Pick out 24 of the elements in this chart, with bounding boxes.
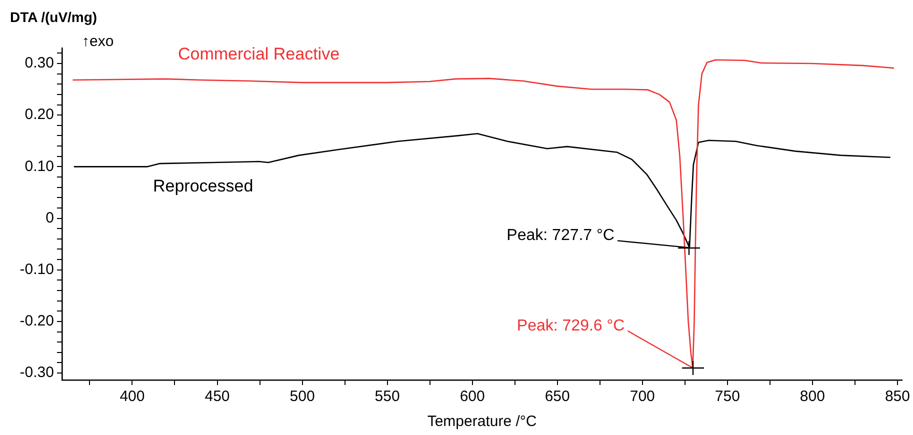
y-tick-label: -0.10 [20, 260, 54, 278]
x-tick-label: 800 [800, 388, 825, 406]
series-label: Reprocessed [153, 176, 254, 196]
x-tick-label: 700 [630, 388, 655, 406]
y-axis-title: DTA /(uV/mg) [10, 8, 98, 25]
y-tick-label: 0 [46, 209, 54, 226]
y-tick-label: -0.30 [20, 364, 54, 382]
annotation: Peak: 729.6 °C [516, 317, 625, 334]
annotation: Peak: 727.7 °C [506, 227, 614, 244]
y-tick-label: -0.20 [20, 312, 54, 330]
y-tick-label: 0.20 [24, 106, 54, 124]
x-tick-label: 450 [204, 388, 230, 406]
x-tick-label: 600 [460, 388, 485, 406]
x-tick-label: 650 [544, 388, 570, 406]
x-tick-label: 500 [290, 388, 315, 406]
x-tick-label: 850 [884, 388, 910, 406]
annotation: ↑exo [82, 33, 114, 50]
x-tick-label: 750 [714, 388, 740, 406]
x-tick-label: 400 [120, 388, 145, 406]
x-axis-title: Temperature /°C [427, 413, 537, 430]
y-tick-label: 0.30 [24, 54, 54, 72]
x-tick-label: 550 [374, 388, 400, 406]
series-label: Commercial Reactive [178, 44, 340, 64]
y-tick-label: 0.10 [24, 158, 54, 175]
